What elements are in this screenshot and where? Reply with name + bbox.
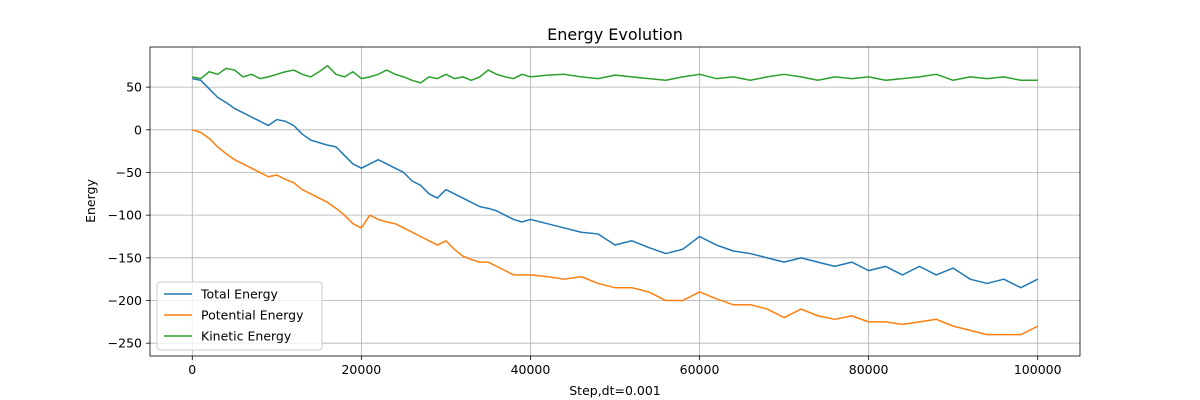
y-tick-label: −50 [116, 165, 142, 180]
y-tick-label: −150 [108, 250, 142, 265]
kinetic-energy-line [192, 65, 1038, 84]
x-axis-ticks: 0 20000 40000 60000 80000 100000 [188, 356, 1062, 377]
plot-frame [149, 46, 1081, 357]
y-tick-label: −200 [108, 293, 142, 308]
y-tick-label: −100 [108, 208, 142, 223]
total-energy-line [192, 77, 1039, 289]
legend-box [156, 281, 323, 351]
x-tick-label: 0 [188, 362, 196, 377]
x-axis-label: Step,dt=0.001 [569, 383, 661, 398]
series-layer [192, 65, 1039, 336]
y-tick-label: −250 [108, 336, 142, 351]
x-tick-label: 80000 [849, 362, 889, 377]
y-tick-label: 50 [126, 80, 142, 95]
potential-energy-line [192, 129, 1039, 336]
y-axis-label: Energy [83, 179, 98, 223]
potential-energy-legend-label: Potential Energy [201, 308, 304, 323]
x-tick-label: 60000 [680, 362, 720, 377]
x-tick-label: 100000 [1014, 362, 1062, 377]
x-tick-label: 40000 [511, 362, 551, 377]
y-tick-label: 0 [134, 122, 142, 137]
total-energy-legend-label: Total Energy [200, 287, 279, 302]
kinetic-energy-legend-label: Kinetic Energy [201, 329, 292, 344]
chart-title: Energy Evolution [547, 25, 683, 44]
y-axis-ticks: −250 −200 −150 −100 −50 0 50 [108, 80, 150, 351]
x-tick-label: 20000 [341, 362, 381, 377]
legend: Total Energy Potential Energy Kinetic Ener… [156, 281, 323, 351]
